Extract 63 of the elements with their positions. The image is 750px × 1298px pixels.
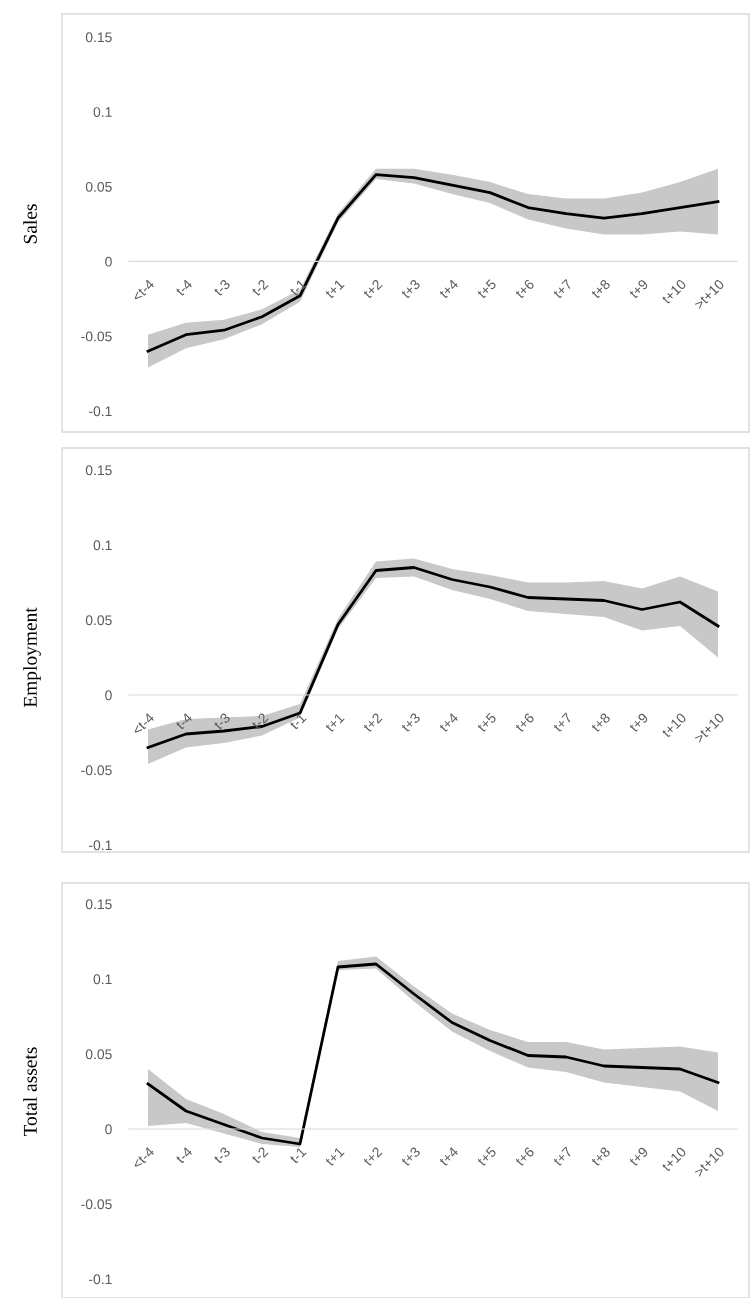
x-tick-label: t+3 [400,278,421,300]
x-tick-label: t+7 [552,712,573,733]
y-tick-label: 0.1 [93,974,112,985]
y-tick-label: -0.05 [81,331,112,342]
x-tick-label: t-3 [212,278,231,297]
x-tick-label: t+7 [552,278,573,300]
x-tick-label: t+8 [590,1146,611,1167]
x-tick-label: t+7 [552,1146,573,1167]
x-tick-label: t+1 [324,712,345,733]
y-tick-label: 0.1 [93,540,112,551]
x-tick-label: t+9 [628,278,649,300]
x-tick-label: t+6 [514,278,535,300]
x-tick-label: t+8 [590,712,611,733]
y-axis-title: Sales [23,204,37,244]
x-tick-label: <t-4 [131,1146,155,1170]
x-tick-label: t+5 [476,1146,497,1167]
y-tick-label: -0.05 [81,1199,112,1210]
x-tick-label: t-1 [289,712,307,731]
y-tick-label: -0.1 [89,1274,112,1285]
x-tick-label: t+4 [438,278,459,300]
x-tick-label: t-4 [175,278,193,297]
y-tick-label: 0.1 [93,107,112,117]
x-tick-label: t-3 [212,1146,231,1165]
x-tick-label: t+1 [324,1146,345,1167]
x-tick-label: t+6 [514,1146,535,1167]
x-tick-label: t+4 [438,712,459,733]
x-tick-label: t+2 [362,712,383,733]
y-tick-label: -0.1 [89,840,112,851]
x-tick-label: t-2 [250,712,269,731]
x-tick-label: t+4 [438,1146,459,1167]
x-tick-label: <t-4 [131,712,155,736]
x-tick-label: t+6 [514,712,535,733]
y-tick-label: 0.15 [85,899,112,910]
x-tick-label: t+5 [476,712,497,733]
x-tick-label: t+2 [362,1146,383,1167]
y-tick-label: 0.05 [85,615,112,626]
x-tick-label: t-4 [175,712,193,731]
x-tick-label: t+8 [590,278,611,300]
x-tick-label: t-2 [250,278,269,297]
x-tick-label: t-2 [250,1146,269,1165]
x-tick-label: t+1 [324,278,345,300]
x-tick-label: t-1 [289,278,307,297]
y-tick-label: 0.05 [85,1049,112,1060]
x-tick-label: t+9 [628,1146,649,1167]
y-axis-title: Employment [23,607,41,708]
y-axis-title: Total assets [23,1047,37,1137]
x-tick-label: t-3 [212,712,231,731]
x-tick-label: t+9 [628,712,649,733]
y-tick-label: 0 [105,256,112,267]
x-tick-label: t-4 [175,1146,193,1165]
x-tick-label: t+3 [400,712,421,733]
x-tick-label: t+3 [400,1146,421,1167]
y-tick-label: 0.05 [85,181,112,192]
x-tick-label: t+5 [476,278,497,300]
y-tick-label: -0.1 [89,406,112,417]
x-tick-label: t-1 [289,1146,307,1165]
y-tick-label: 0.15 [85,465,112,476]
y-tick-label: -0.05 [81,765,112,776]
y-tick-label: 0 [105,690,112,701]
x-tick-label: <t-4 [131,278,155,302]
x-tick-label: t+2 [362,278,383,300]
y-tick-label: 0 [105,1124,112,1135]
y-tick-label: 0.15 [85,32,112,43]
